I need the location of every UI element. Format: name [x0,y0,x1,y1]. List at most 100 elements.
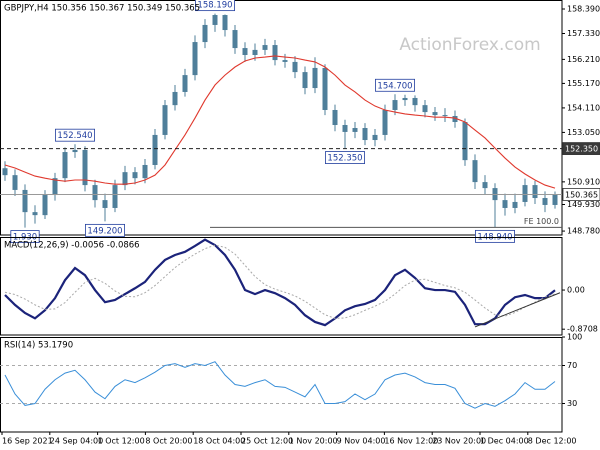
candle-body [462,122,468,161]
y-tick-label: 154.110 [567,103,600,112]
y-tick-label: 153.050 [567,128,600,137]
candle-body [382,109,388,135]
x-tick-label: 25 Oct 12:00 [241,437,293,446]
panel-plot [0,361,562,409]
candle-body [392,100,398,110]
y-tick-label: 157.330 [567,29,600,38]
annotation-label: 152.350 [327,154,362,164]
candle-body [132,172,138,179]
candle-body [192,42,198,76]
candle-body [142,164,148,179]
y-tick-label: 0.00 [567,286,585,295]
candle-body [372,134,378,141]
y-tick-label: 30 [567,399,577,408]
panel-plot [4,238,561,328]
candle-body [252,49,258,55]
indicator-line [4,238,556,327]
y-tick-label: 156.210 [567,55,600,64]
candle-body [422,105,428,113]
candle-body [72,149,78,153]
candle-body [302,72,308,89]
x-tick-label: 8 Oct 20:00 [145,437,192,446]
indicator-line [4,244,556,319]
panel-title: GBPJPY,H4 150.356 150.367 150.349 150.36… [4,4,200,14]
candle-body [222,15,228,31]
x-tick-label: 23 Nov 20:00 [432,437,486,446]
candle-body [522,185,528,202]
candle-body [432,112,438,116]
y-tick-label: 148.780 [567,227,600,236]
panel-frame [0,0,563,236]
x-tick-label: 16 Sep 2021 [2,437,53,446]
x-tick-label: 1 Dec 04:00 [480,437,529,446]
candle-body [412,97,418,106]
y-tick-label: 155.170 [567,79,600,88]
annotation-box [85,223,125,237]
y-tick-label: 149.930 [567,200,600,209]
candle-body [272,45,278,61]
candle-body [52,178,58,196]
candle-body [2,168,8,176]
candle-body [482,182,488,189]
candle-body [162,105,168,135]
candle-body [62,152,68,179]
y-tick-label: 70 [567,361,577,370]
candle-body [92,185,98,201]
candle-body [452,115,458,123]
candle-body [292,61,298,73]
x-tick-label: 1 Nov 20:00 [289,437,338,446]
annotation-box [55,128,95,142]
indicator-line [4,361,556,409]
candle-body [122,172,128,186]
candle-body [442,115,448,117]
candle-body [312,67,318,89]
candle-body [502,200,508,208]
candle-body [512,201,518,208]
annotation-label: 154.700 [377,81,412,91]
candle-body [152,134,158,165]
y-tick-label: 100 [567,333,582,342]
panel-title: MACD(12,26,9) -0.0056 -0.0866 [4,241,140,251]
annotation-box [325,151,365,164]
candle-body [22,189,28,213]
candle-body [342,125,348,132]
annotation-label: 158.190 [197,1,232,11]
x-tick-label: 24 Sep 04:00 [50,437,103,446]
panel-frame [0,337,563,433]
level-label: 150.365 [565,190,598,199]
candle-body [362,128,368,141]
candle-body [552,194,558,205]
y-tick-label: -0.8708 [567,325,598,334]
annotation-box [375,78,415,92]
candle-body [352,128,358,132]
x-tick-label: 8 Dec 12:00 [528,437,577,446]
candle-body [402,97,408,101]
watermark: ActionForex.com [399,35,540,55]
x-tick-label: 16 Nov 12:00 [384,437,438,446]
x-tick-label: 18 Oct 04:00 [193,437,245,446]
candle-body [472,160,478,183]
fe-label: FE 100.0 [524,217,559,226]
candle-body [112,185,118,208]
candle-body [322,67,328,110]
candle-body [12,175,18,190]
annotation-box [195,0,235,12]
candle-body [232,30,238,49]
candle-body [532,185,538,199]
x-tick-label: 9 Nov 04:00 [337,437,386,446]
candle-body [32,212,38,216]
y-tick-label: 158.390 [567,5,600,14]
y-tick-label: 150.910 [567,177,600,186]
annotation-box [10,230,40,244]
candle-body [542,198,548,205]
trendline [474,292,561,328]
level-box [562,188,600,201]
candle-body [82,149,88,186]
candle-body [202,24,208,43]
annotation-box [475,229,515,243]
panel-plot [2,13,558,228]
level-label: 152.350 [565,145,598,154]
panel-title: RSI(14) 53.1790 [4,341,73,351]
